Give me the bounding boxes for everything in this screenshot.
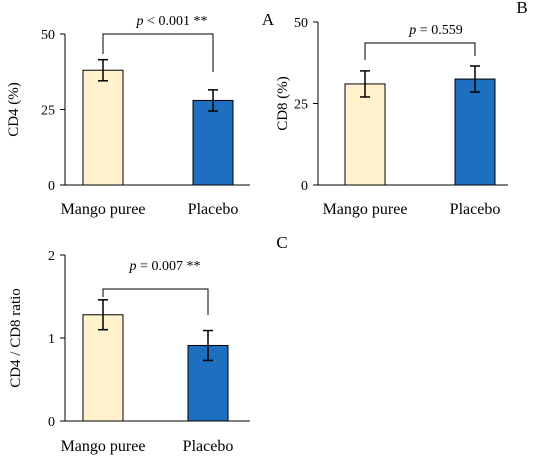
bar <box>344 83 386 186</box>
chart-panel-c: 0 1 2 CD4 / CD8 ratio Mango puree Placebo p = … <box>8 233 288 455</box>
p-symbol: p <box>129 259 137 274</box>
p-value-text: = 0.007 ** <box>137 259 201 274</box>
p-symbol: p <box>136 14 144 29</box>
category-label: Placebo <box>188 201 239 218</box>
p-value-text: = 0.559 <box>416 23 462 38</box>
panel-letter: A <box>262 10 275 29</box>
y-tick-label: 50 <box>41 28 55 43</box>
p-value-label: p = 0.007 ** <box>129 259 201 274</box>
category-label: Placebo <box>183 438 234 455</box>
category-label: Mango puree <box>61 201 146 218</box>
y-tick-label: 0 <box>301 179 308 194</box>
p-symbol: p <box>408 23 416 38</box>
chart-panel-b: 0 25 50 CD8 (%) Mango puree Placebo p = 0.559 B <box>275 0 528 218</box>
y-tick-label: 25 <box>294 98 308 113</box>
p-value-label: p = 0.559 <box>408 23 462 38</box>
y-axis-label: CD4 / CD8 ratio <box>8 288 24 388</box>
y-tick-label: 0 <box>48 415 55 430</box>
p-value-text: < 0.001 ** <box>144 14 208 29</box>
significance-bracket <box>102 33 214 72</box>
y-tick-label: 1 <box>48 332 55 347</box>
y-tick-label: 2 <box>48 249 55 264</box>
chart-panel-a: 0 25 50 CD4 (%) Mango puree Placebo p < 0.001 … <box>6 10 275 218</box>
significance-bracket <box>364 42 476 60</box>
category-label: Mango puree <box>61 438 146 455</box>
y-axis-label: CD8 (%) <box>275 76 291 131</box>
panel-letter: C <box>276 233 287 252</box>
y-tick-label: 0 <box>48 179 55 194</box>
bar <box>82 69 124 186</box>
category-label: Placebo <box>450 201 501 218</box>
y-tick-label: 25 <box>41 104 55 119</box>
category-label: Mango puree <box>323 201 408 218</box>
p-value-label: p < 0.001 ** <box>136 14 208 29</box>
bar <box>192 99 234 186</box>
bar <box>454 78 496 186</box>
y-tick-label: 50 <box>294 16 308 31</box>
y-axis-label: CD4 (%) <box>6 82 22 137</box>
bar <box>82 314 124 422</box>
significance-bracket <box>102 288 209 315</box>
panel-letter: B <box>516 0 527 17</box>
